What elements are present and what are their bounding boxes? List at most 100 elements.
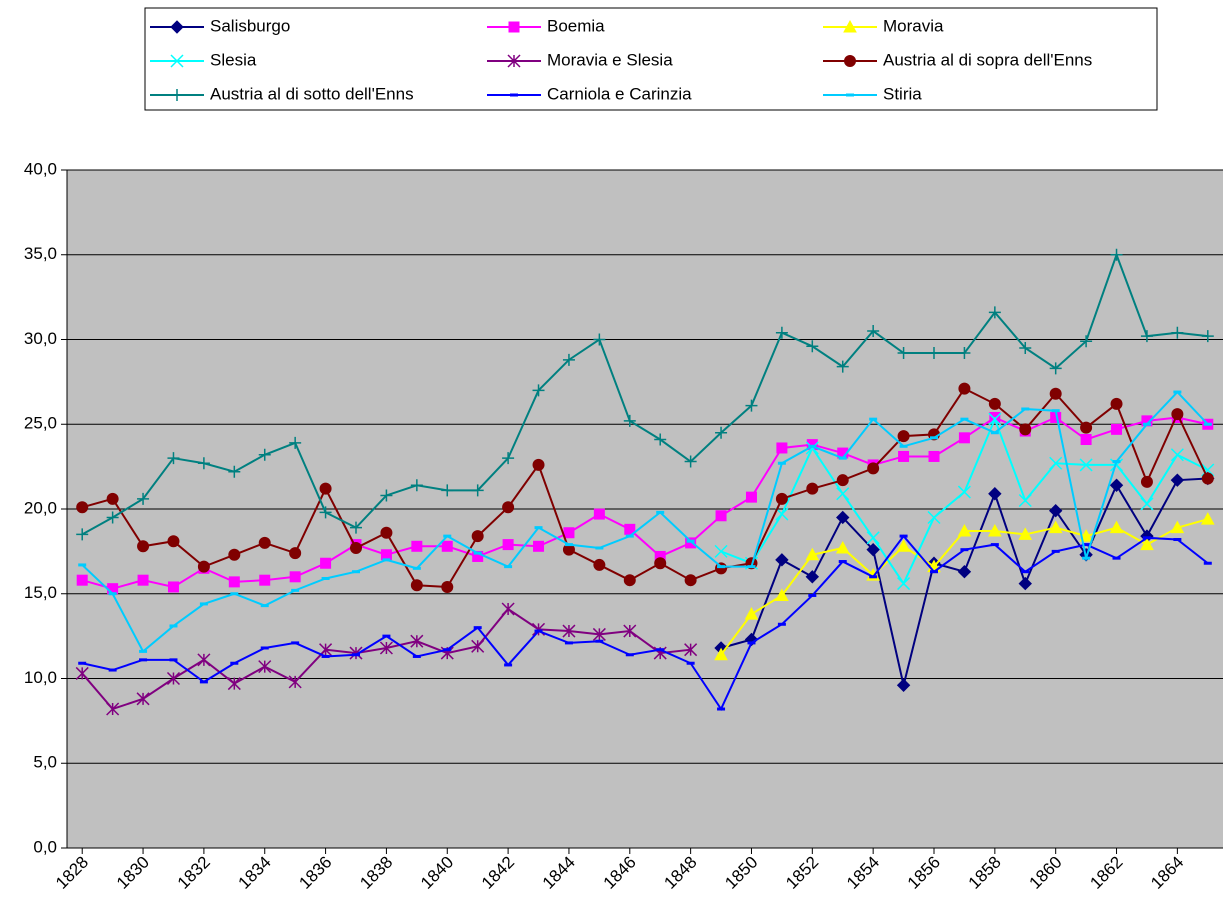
marker	[228, 465, 241, 478]
marker	[441, 580, 454, 593]
marker	[108, 592, 117, 596]
marker	[472, 550, 484, 562]
marker	[441, 540, 453, 552]
marker	[258, 660, 272, 674]
marker	[1079, 458, 1093, 472]
marker	[532, 384, 545, 397]
marker	[775, 326, 788, 339]
marker	[352, 653, 360, 657]
marker	[508, 21, 520, 33]
marker	[564, 641, 573, 645]
marker	[197, 457, 210, 470]
marker	[836, 487, 850, 501]
legend-label: Carniola e Carinzia	[547, 84, 692, 103]
marker	[898, 450, 910, 462]
marker	[106, 511, 119, 524]
marker	[167, 535, 180, 548]
series-line	[81, 390, 1209, 653]
marker	[443, 648, 452, 652]
marker	[844, 55, 856, 67]
marker	[1080, 434, 1092, 446]
series-line	[81, 251, 1208, 536]
y-tick-label: 35,0	[24, 244, 57, 263]
marker	[775, 553, 789, 567]
x-tick-label: 1852	[782, 853, 822, 893]
marker	[805, 547, 820, 561]
marker	[167, 581, 179, 593]
marker	[502, 452, 515, 465]
marker	[1082, 556, 1091, 560]
marker	[291, 588, 300, 592]
marker	[593, 508, 605, 520]
marker	[1171, 408, 1184, 421]
y-tick-label: 0,0	[33, 837, 57, 856]
marker	[350, 521, 362, 534]
marker	[75, 666, 89, 680]
marker	[747, 641, 756, 645]
marker	[1141, 415, 1153, 427]
marker	[1112, 556, 1121, 560]
marker	[380, 489, 393, 502]
marker	[410, 634, 424, 648]
x-tick-label: 1854	[843, 853, 883, 893]
marker	[747, 565, 756, 569]
x-tick-label: 1832	[174, 853, 214, 893]
marker	[714, 647, 728, 661]
marker	[76, 574, 88, 586]
marker	[684, 643, 698, 657]
marker	[869, 575, 878, 579]
marker	[624, 523, 636, 535]
marker	[684, 455, 697, 468]
marker	[350, 541, 362, 554]
marker	[507, 54, 521, 68]
marker	[230, 661, 239, 665]
marker	[1203, 561, 1212, 565]
x-tick-label: 1842	[478, 853, 518, 893]
marker	[352, 570, 360, 574]
marker	[1049, 362, 1062, 375]
legend-label: Slesia	[210, 50, 257, 69]
marker	[259, 574, 271, 586]
marker	[899, 444, 908, 448]
x-tick-label: 1846	[600, 853, 640, 893]
marker	[990, 431, 999, 435]
marker	[836, 510, 850, 525]
marker	[471, 484, 484, 497]
marker	[78, 563, 87, 567]
marker	[534, 526, 543, 530]
x-tick-label: 1840	[417, 853, 457, 893]
marker	[899, 534, 908, 538]
marker	[625, 653, 634, 657]
marker	[106, 492, 119, 505]
marker	[806, 340, 819, 353]
x-tick-label: 1838	[356, 853, 396, 893]
y-tick-label: 5,0	[33, 753, 57, 772]
marker	[1019, 341, 1032, 354]
marker	[1170, 473, 1185, 487]
marker	[382, 558, 391, 562]
marker	[411, 540, 423, 552]
x-tick-label: 1830	[113, 853, 153, 893]
x-tick-label: 1864	[1147, 853, 1187, 893]
marker	[137, 540, 150, 553]
marker	[471, 639, 485, 653]
marker	[412, 654, 421, 658]
marker	[1079, 529, 1093, 542]
marker	[988, 487, 1002, 501]
marker	[349, 646, 363, 660]
marker	[562, 624, 576, 638]
marker	[169, 624, 178, 628]
marker	[504, 663, 513, 667]
marker	[288, 675, 302, 689]
marker	[744, 607, 759, 620]
marker	[501, 602, 515, 616]
marker	[1200, 512, 1215, 525]
marker	[869, 417, 878, 421]
marker	[623, 624, 637, 638]
y-tick-label: 15,0	[24, 583, 57, 602]
marker	[382, 634, 391, 638]
marker	[1018, 493, 1032, 508]
marker	[960, 417, 969, 421]
marker	[836, 474, 849, 487]
marker	[896, 678, 911, 692]
